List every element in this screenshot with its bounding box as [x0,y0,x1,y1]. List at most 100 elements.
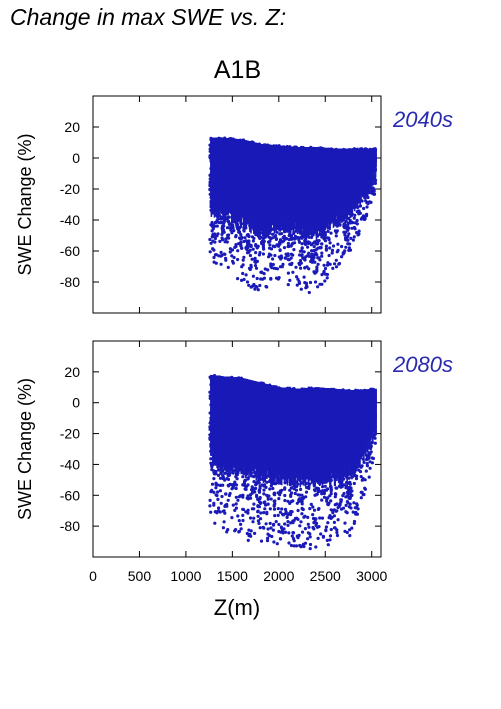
scatter-point [241,258,245,262]
scatter-point [261,245,265,249]
scatter-point [224,492,228,496]
scatter-point [242,277,246,282]
scatter-point [208,237,212,242]
scatter-point [230,231,234,235]
scatter-point [322,269,326,273]
scatter-point [240,246,244,250]
scatter-point [283,256,287,260]
scatter-point [243,236,247,240]
scatter-point [298,259,303,263]
scatter-point [307,251,311,255]
scatter-point [213,236,217,241]
scatter-point [221,526,225,530]
scatter-point [285,228,290,232]
scatter-point [253,264,258,268]
scatter-point [268,239,272,243]
scatter-point [372,192,377,196]
scatter-point-band [375,148,377,165]
scatter-point [231,226,235,230]
scatter-point [358,211,362,215]
period-label: 2040s [392,107,453,132]
scatter-point [290,261,294,265]
y-tick-label: 0 [72,395,80,411]
scatter-point [299,287,303,291]
scatter-point [247,234,251,238]
scatter-point [216,217,220,221]
scatter-point [262,239,266,243]
y-tick-label: -80 [60,518,80,534]
scatter-point [240,236,244,240]
scatter-point [302,250,306,254]
scatter-point [251,274,255,278]
scatter-point [316,262,320,266]
scatter-point [304,281,308,285]
scatter-point [303,258,307,262]
scatter-point [296,235,300,240]
x-tick-label: 1000 [170,568,201,584]
scatter-point [331,244,336,248]
scatter-point [208,504,212,508]
scatter-point [326,229,330,233]
scatter-point [265,285,269,289]
scatter-point [248,267,252,272]
scatter-point [318,258,322,262]
scatter-point [260,270,264,274]
scatter-point [312,245,316,249]
scatter-point [247,239,251,243]
scatter-point [256,288,260,292]
scatter-point [251,247,255,251]
scatter-point [327,253,331,258]
scatter-point [209,510,213,514]
y-tick-label: 20 [64,364,80,380]
scatter-point [313,280,318,284]
scatter-point [209,241,213,245]
scatter-point [352,235,356,239]
scatter-point [216,497,220,501]
scatter-point [355,222,359,226]
scatter-point [224,256,228,260]
scatter-point [241,263,245,267]
y-axis-label: SWE Change (%) [15,133,35,275]
scatter-point [293,241,297,245]
scatter-point [286,283,290,287]
scatter-point [258,251,262,255]
scatter-point [320,251,324,255]
scatter-point [299,261,303,265]
y-tick-label: -60 [60,243,80,259]
scatter-point [353,227,357,231]
scatter-point [254,251,258,255]
scatter-point [236,249,240,253]
y-tick-label: 0 [72,150,80,166]
scatter-point [255,276,259,281]
scatter-point [357,232,361,236]
scatter-point [231,261,235,265]
y-tick-label: -40 [60,212,80,228]
scatter-point [226,265,230,269]
scatter-point [247,241,251,245]
scatter-point [306,245,310,249]
scatter-point [365,205,369,209]
scatter-point [226,528,230,532]
scatter-point [223,252,227,256]
scatter-point [225,504,229,508]
scatter-point [216,473,221,477]
scatter-point [325,272,329,277]
scatter-point [262,276,266,280]
scatter-point [234,243,238,247]
scatter-point [275,267,280,271]
scatter-point [258,283,262,288]
scatter-point [212,248,216,252]
scatter-point [280,256,284,260]
scatter-point [295,275,299,279]
scatter-point [230,254,234,258]
scatter-point [242,255,246,259]
scatter-point [250,257,254,261]
scatter-point [309,235,314,240]
scatter-point [315,265,319,269]
scatter-points [208,374,377,551]
scatter-point [297,238,301,242]
y-tick-label: -40 [60,456,80,472]
scatter-point [219,250,223,254]
scatter-point [263,267,267,271]
scatter-point [336,242,340,246]
